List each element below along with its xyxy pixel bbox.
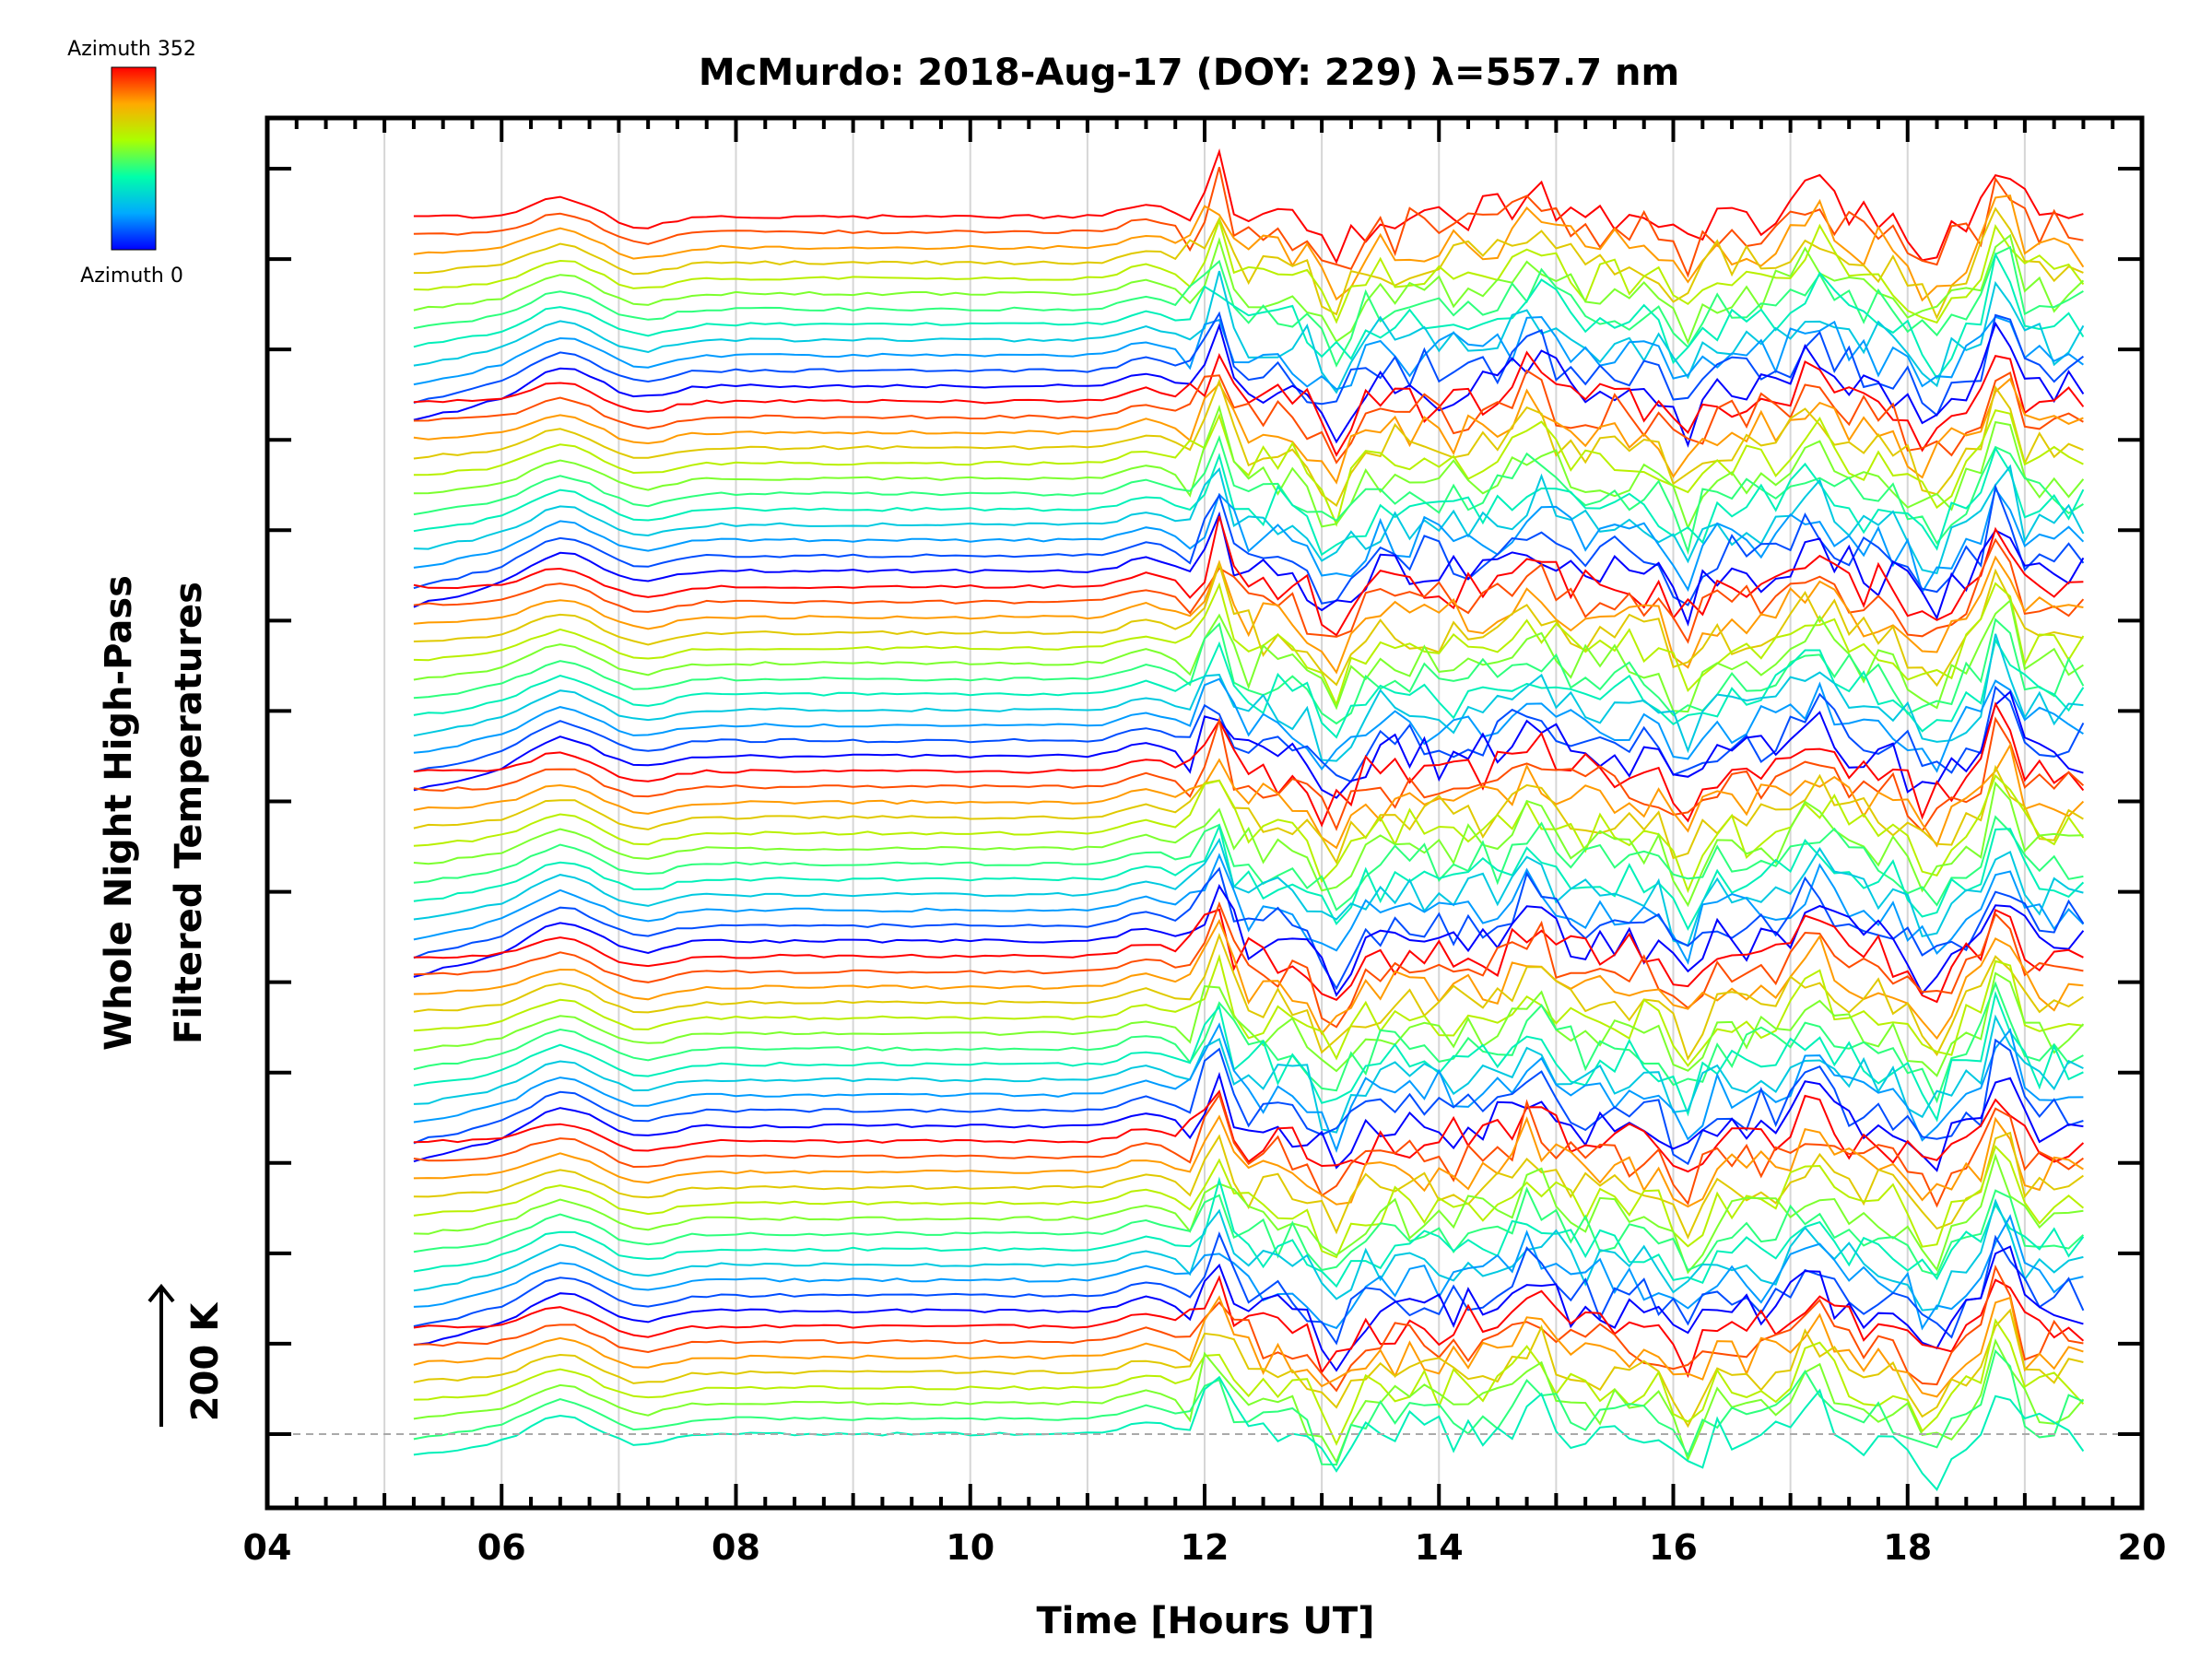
trace-50 [413, 900, 2084, 1029]
trace-40 [413, 764, 2084, 865]
x-tick-label: 12 [1181, 1527, 1230, 1568]
trace-69 [413, 1198, 2084, 1312]
trace-44 [413, 823, 2085, 931]
trace-28 [413, 560, 2084, 688]
trace-60 [413, 1071, 2084, 1172]
trace-41 [413, 773, 2085, 894]
x-tick-label: 06 [477, 1527, 526, 1568]
colorbar-bottom-label: Azimuth 0 [80, 265, 183, 288]
trace-25 [413, 515, 2084, 637]
trace-71 [413, 1231, 2085, 1346]
x-tick-label: 14 [1415, 1527, 1464, 1568]
trace-62 [413, 1092, 2084, 1208]
trace-15 [413, 377, 2084, 485]
trace-74 [413, 1264, 2084, 1393]
trace-8 [413, 252, 2085, 380]
trace-9 [413, 270, 2085, 394]
temperature-traces [413, 147, 2085, 1491]
trace-33 [413, 633, 2084, 762]
trace-70 [413, 1214, 2084, 1331]
trace-76 [413, 1308, 2084, 1429]
colorbar [111, 66, 157, 251]
trace-73 [413, 1275, 2085, 1379]
trace-30 [413, 598, 2084, 713]
scale-label: 200 K [184, 1301, 227, 1421]
trace-64 [413, 1131, 2084, 1240]
x-tick-label: 18 [1883, 1527, 1932, 1568]
trace-42 [413, 781, 2084, 908]
trace-18 [413, 404, 2085, 531]
trace-59 [413, 1038, 2084, 1166]
trace-43 [413, 815, 2084, 912]
trace-4 [413, 206, 2084, 321]
trace-34 [413, 677, 2084, 773]
trace-52 [413, 933, 2084, 1061]
scale-arrow [147, 1283, 175, 1427]
trace-24 [413, 511, 2085, 627]
trace-37 [413, 701, 2085, 828]
trace-66 [413, 1152, 2084, 1275]
trace-3 [413, 194, 2085, 302]
trace-6 [413, 233, 2085, 346]
trace-14 [413, 369, 2084, 465]
x-tick-labels: 04 06 08 10 12 14 16 18 20 [243, 1527, 2167, 1568]
trace-7 [413, 245, 2084, 368]
trace-22 [413, 487, 2085, 595]
x-tick-label: 08 [712, 1527, 760, 1568]
trace-38 [413, 716, 2085, 833]
axis-ticks [265, 118, 2144, 1508]
trace-53 [413, 953, 2084, 1067]
trace-79 [413, 1348, 2084, 1466]
trace-31 [413, 618, 2085, 725]
trace-2 [413, 167, 2084, 278]
x-tick-label: 04 [243, 1527, 292, 1568]
trace-80 [413, 1375, 2085, 1491]
trace-36 [413, 689, 2084, 799]
trace-29 [413, 582, 2085, 708]
trace-26 [413, 537, 2085, 644]
trace-23 [413, 483, 2085, 606]
x-tick-label: 10 [946, 1527, 994, 1568]
trace-54 [413, 971, 2085, 1077]
trace-49 [413, 908, 2084, 1004]
trace-16 [413, 378, 2084, 507]
x-tick-label: 20 [2118, 1527, 2167, 1568]
trace-32 [413, 637, 2085, 739]
trace-48 [413, 884, 2085, 997]
trace-20 [413, 446, 2085, 557]
colorbar-top-label: Azimuth 352 [67, 38, 196, 61]
x-tick-label: 16 [1649, 1527, 1698, 1568]
trace-46 [413, 853, 2085, 965]
x-axis-title: Time [Hours UT] [1037, 1600, 1375, 1642]
trace-11 [413, 311, 2085, 418]
trace-17 [413, 409, 2084, 527]
trace-67 [413, 1186, 2085, 1277]
trace-58 [413, 1022, 2084, 1153]
trace-51 [413, 918, 2084, 1041]
trace-35 [413, 685, 2085, 783]
trace-47 [413, 866, 2085, 991]
y-axis-title-line2: Filtered Temperatures [168, 582, 210, 1044]
trace-10 [413, 315, 2084, 391]
y-axis-title-line1: Whole Night High-Pass [98, 575, 140, 1051]
trace-57 [413, 1014, 2084, 1134]
trace-72 [413, 1245, 2084, 1372]
trace-5 [413, 218, 2085, 324]
trace-19 [413, 434, 2084, 556]
trace-65 [413, 1145, 2085, 1259]
trace-55 [413, 981, 2084, 1104]
trace-27 [413, 555, 2084, 675]
trace-1 [413, 147, 2084, 265]
trace-12 [413, 321, 2085, 448]
trace-56 [413, 990, 2084, 1123]
trace-63 [413, 1114, 2084, 1208]
trace-75 [413, 1295, 2084, 1398]
trace-61 [413, 1089, 2085, 1173]
trace-45 [413, 837, 2084, 947]
chart-title: McMurdo: 2018-Aug-17 (DOY: 229) λ=557.7 … [699, 52, 1679, 94]
trace-39 [413, 742, 2085, 850]
trace-77 [413, 1318, 2085, 1446]
trace-21 [413, 464, 2085, 575]
